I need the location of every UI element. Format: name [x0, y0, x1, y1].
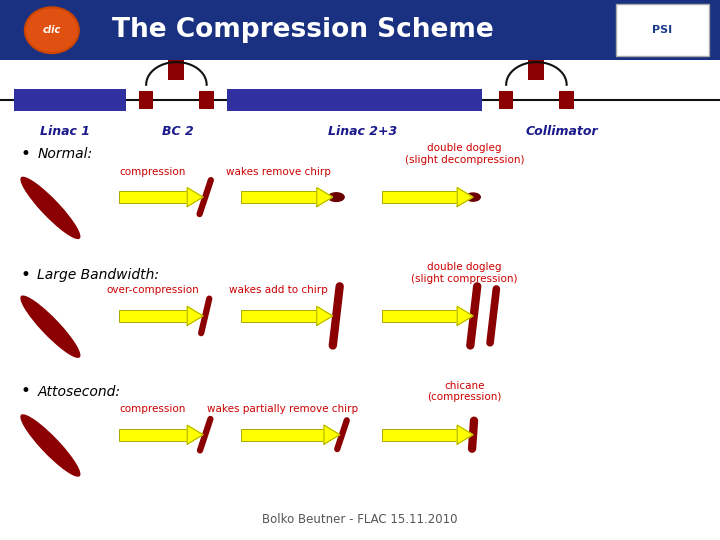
Bar — [499, 91, 513, 109]
Text: Attosecond:: Attosecond: — [37, 384, 120, 399]
Bar — [241, 310, 317, 322]
Text: compression: compression — [120, 166, 186, 177]
Bar — [559, 91, 574, 109]
Text: Linac 2+3: Linac 2+3 — [328, 125, 397, 138]
Text: compression: compression — [120, 404, 186, 414]
Polygon shape — [457, 306, 473, 326]
Text: Collimator: Collimator — [526, 125, 598, 138]
Text: Linac 1: Linac 1 — [40, 125, 89, 138]
Bar — [616, 4, 709, 56]
Polygon shape — [324, 425, 340, 444]
Text: double dogleg
(slight compression): double dogleg (slight compression) — [411, 262, 518, 284]
Ellipse shape — [328, 193, 344, 201]
Bar — [0, 0, 720, 60]
Text: wakes partially remove chirp: wakes partially remove chirp — [207, 404, 359, 414]
Bar — [139, 91, 153, 109]
Polygon shape — [317, 187, 333, 207]
Text: over-compression: over-compression — [107, 285, 199, 295]
Ellipse shape — [20, 177, 81, 239]
Polygon shape — [317, 306, 333, 326]
Bar — [382, 429, 457, 441]
Text: Normal:: Normal: — [37, 147, 93, 161]
Bar — [119, 310, 187, 322]
Bar — [119, 429, 187, 441]
Bar — [199, 91, 214, 109]
Ellipse shape — [466, 193, 480, 201]
Bar — [119, 191, 187, 203]
Polygon shape — [187, 425, 203, 444]
Ellipse shape — [20, 414, 81, 477]
Text: •: • — [20, 382, 30, 401]
Bar — [382, 310, 457, 322]
Bar — [241, 191, 317, 203]
Bar — [382, 191, 457, 203]
Bar — [168, 60, 184, 80]
Polygon shape — [187, 187, 203, 207]
Polygon shape — [187, 306, 203, 326]
Text: Large Bandwidth:: Large Bandwidth: — [37, 268, 159, 282]
Bar — [241, 429, 324, 441]
Text: wakes add to chirp: wakes add to chirp — [229, 285, 328, 295]
Text: chicane
(compression): chicane (compression) — [427, 381, 502, 402]
Text: double dogleg
(slight decompression): double dogleg (slight decompression) — [405, 143, 524, 165]
Bar — [14, 89, 126, 111]
Bar — [227, 89, 482, 111]
Text: Bolko Beutner - FLAC 15.11.2010: Bolko Beutner - FLAC 15.11.2010 — [262, 513, 458, 526]
Text: PSI: PSI — [652, 25, 672, 35]
Text: wakes remove chirp: wakes remove chirp — [226, 166, 331, 177]
Text: The Compression Scheme: The Compression Scheme — [112, 17, 493, 43]
Ellipse shape — [24, 7, 79, 53]
Bar — [528, 60, 544, 80]
Text: BC 2: BC 2 — [162, 125, 194, 138]
Polygon shape — [457, 187, 473, 207]
Text: clic: clic — [42, 25, 61, 35]
Polygon shape — [457, 425, 473, 444]
Text: •: • — [20, 266, 30, 285]
Text: •: • — [20, 145, 30, 163]
Ellipse shape — [20, 295, 81, 358]
